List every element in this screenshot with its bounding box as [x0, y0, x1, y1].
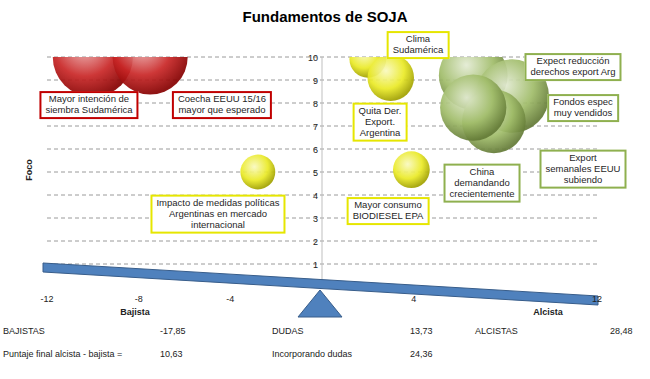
series-total: 13,73: [410, 326, 433, 336]
y-tick-label: 3: [313, 214, 318, 224]
annotation: Mayor intención de siembra Sudamérica: [39, 91, 138, 119]
series-name: BAJISTAS: [3, 326, 45, 336]
chart: Fundamentos de SOJA12345678910Foco-12-8-…: [0, 0, 650, 379]
x-tick-label: 12: [592, 294, 602, 304]
title: Fundamentos de SOJA: [242, 8, 407, 25]
annotation: Impacto de medidas políticas Argentinas …: [150, 195, 285, 234]
x-tick-label: -8: [135, 294, 143, 304]
annotation: Expect reducción derechos export Arg: [524, 53, 621, 81]
bubble: [240, 155, 275, 190]
y-tick-label: 8: [313, 99, 318, 109]
bubble: [393, 151, 430, 188]
series-name: DUDAS: [272, 326, 304, 336]
annotation: China demandando crecientemente: [444, 164, 521, 203]
series-name: ALCISTAS: [475, 326, 518, 336]
bubble: [113, 57, 188, 95]
annotation: Coecha EEUU 15/16 mayor que esperado: [172, 91, 272, 119]
y-tick-label: 7: [313, 122, 318, 132]
bubble: [367, 57, 414, 101]
y-tick-label: 2: [313, 237, 318, 247]
x-tick-label: 4: [411, 294, 416, 304]
annotation: Export semanales EEUU subiendo: [540, 150, 627, 189]
y-tick-label: 4: [313, 191, 318, 201]
x-tick-label: -12: [40, 294, 53, 304]
fulcrum: [298, 290, 342, 317]
summary-value: 24,36: [410, 349, 433, 359]
y-tick-label: 5: [313, 168, 318, 178]
annotation: Fondos espec muy vendidos: [547, 94, 619, 122]
bubble: [440, 74, 506, 140]
y-tick-label: 6: [313, 145, 318, 155]
y-tick-label: 10: [308, 53, 318, 63]
x-axis-title-right: Alcista: [533, 307, 564, 317]
series-total: 28,48: [610, 326, 633, 336]
y-axis-line: [322, 57, 323, 287]
summary-label: Incorporando dudas: [272, 349, 353, 359]
summary-label: Puntaje final alcista - bajista =: [3, 349, 122, 359]
annotation: Quita Der. Export. Argentina: [353, 103, 408, 142]
annotation: Clima Sudamérica: [387, 31, 450, 59]
y-tick-label: 1: [313, 260, 318, 270]
y-tick-label: 9: [313, 76, 318, 86]
summary-value: 10,63: [160, 349, 183, 359]
series-total: -17,85: [160, 326, 186, 336]
x-tick-label: -4: [226, 294, 234, 304]
annotation: Mayor consumo BIODIESEL EPA: [347, 197, 430, 225]
y-axis-title: Foco: [24, 159, 34, 181]
x-axis-title-left: Bajista: [120, 307, 151, 317]
